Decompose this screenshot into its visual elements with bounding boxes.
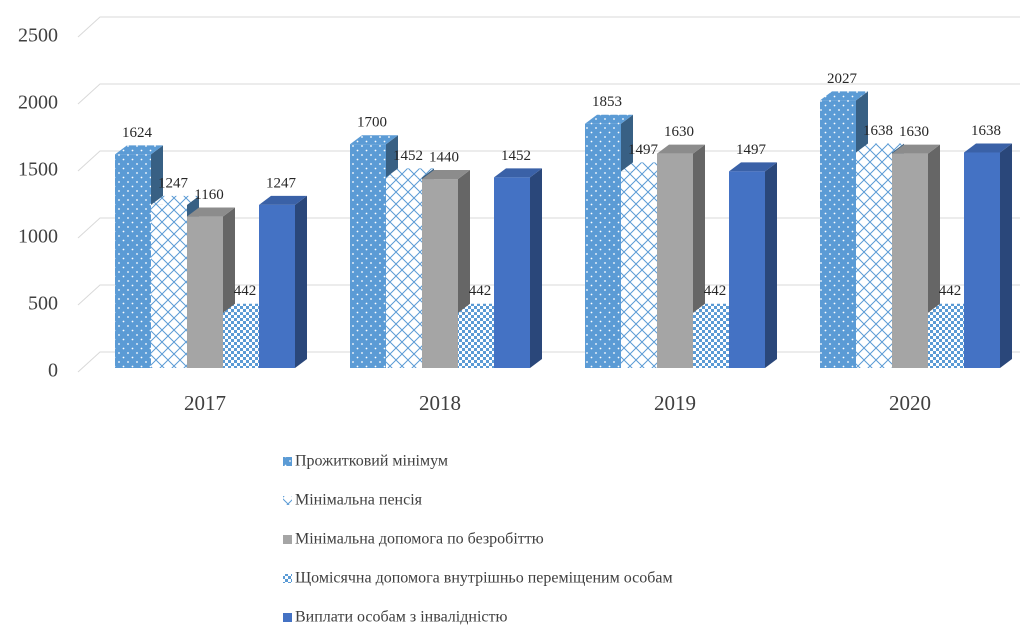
value-label: 1247 xyxy=(266,175,297,191)
legend-swatch xyxy=(283,613,292,622)
value-label: 1700 xyxy=(357,115,387,131)
bar xyxy=(729,162,777,368)
value-label: 442 xyxy=(939,283,962,299)
x-tick-label: 2017 xyxy=(184,391,226,415)
y-tick-label: 2000 xyxy=(18,92,58,114)
value-label: 1624 xyxy=(122,125,153,141)
value-label: 1497 xyxy=(736,142,767,158)
value-label: 1452 xyxy=(501,148,531,164)
bar xyxy=(259,195,307,368)
y-tick-label: 500 xyxy=(28,293,58,315)
value-label: 1638 xyxy=(971,123,1001,139)
y-tick-label: 2500 xyxy=(18,25,58,47)
grid-line xyxy=(77,284,1020,306)
y-tick-label: 0 xyxy=(48,360,58,382)
value-label: 2027 xyxy=(827,71,858,87)
grid-line xyxy=(77,150,1020,172)
value-label: 1630 xyxy=(899,124,929,140)
legend-swatch xyxy=(283,457,292,466)
legend-label: Мінімальна допомога по безробіттю xyxy=(295,531,544,548)
legend-label: Мінімальна пенсія xyxy=(295,492,423,509)
bar xyxy=(494,168,542,368)
legend-label: Щомісячна допомога внутрішньо переміщени… xyxy=(295,570,673,587)
value-label: 1630 xyxy=(664,124,694,140)
grid-line xyxy=(77,16,1020,38)
value-label: 1440 xyxy=(429,149,459,165)
x-tick-label: 2018 xyxy=(419,391,461,415)
value-label: 1452 xyxy=(393,148,423,164)
value-label: 1247 xyxy=(158,175,189,191)
grid-line xyxy=(77,83,1020,105)
y-tick-label: 1000 xyxy=(18,226,58,248)
legend-swatch xyxy=(283,574,292,583)
legend-label: Прожитковий мінімум xyxy=(295,453,448,470)
value-label: 1497 xyxy=(628,142,659,158)
x-tick-label: 2020 xyxy=(889,391,931,415)
legend-label: Виплати особам з інвалідністю xyxy=(295,609,507,626)
legend-swatch xyxy=(283,496,292,505)
value-label: 442 xyxy=(234,283,257,299)
grid-line xyxy=(77,217,1020,239)
value-label: 442 xyxy=(704,283,727,299)
value-label: 1853 xyxy=(592,94,622,110)
x-tick-label: 2019 xyxy=(654,391,696,415)
value-label: 442 xyxy=(469,283,492,299)
bar xyxy=(964,143,1012,368)
legend-swatch xyxy=(283,535,292,544)
value-label: 1160 xyxy=(194,187,223,203)
y-tick-label: 1500 xyxy=(18,159,58,181)
value-label: 1638 xyxy=(863,123,893,139)
